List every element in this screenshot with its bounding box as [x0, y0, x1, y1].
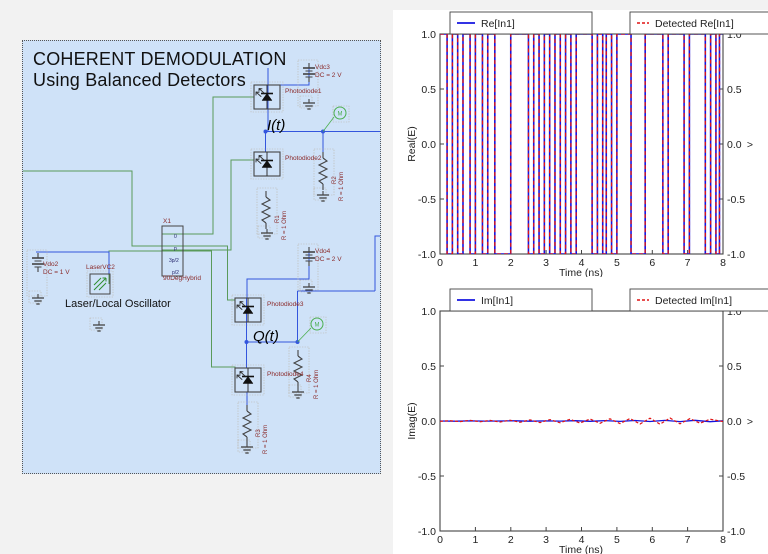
svg-text:Imag(E): Imag(E)	[406, 402, 418, 439]
svg-text:LaserVC2: LaserVC2	[86, 264, 115, 271]
svg-text:0.0: 0.0	[421, 139, 436, 151]
svg-text:Time (ns): Time (ns)	[559, 267, 603, 277]
svg-text:2: 2	[508, 534, 514, 546]
svg-text:Detected Im[In1]: Detected Im[In1]	[655, 295, 732, 307]
svg-text:Time (ns): Time (ns)	[559, 544, 603, 554]
svg-text:1: 1	[472, 257, 478, 269]
svg-text:DC = 2 V: DC = 2 V	[315, 256, 342, 263]
svg-text:-1.0: -1.0	[418, 249, 436, 261]
svg-text:Vdc3: Vdc3	[315, 64, 330, 71]
svg-text:0.5: 0.5	[727, 84, 742, 96]
svg-text:1: 1	[472, 534, 478, 546]
svg-text:0: 0	[437, 534, 443, 546]
svg-text:-0.5: -0.5	[418, 194, 436, 206]
svg-text:-1.0: -1.0	[727, 249, 745, 261]
svg-text:0.0: 0.0	[421, 416, 436, 428]
svg-text:-1.0: -1.0	[727, 526, 745, 538]
svg-text:DC = 1 V: DC = 1 V	[43, 269, 70, 276]
svg-text:0.0: 0.0	[727, 416, 742, 428]
svg-text:6: 6	[649, 257, 655, 269]
svg-text:0.5: 0.5	[727, 361, 742, 373]
svg-text:DC = 2 V: DC = 2 V	[315, 72, 342, 79]
svg-text:0: 0	[437, 257, 443, 269]
svg-text:3: 3	[543, 257, 549, 269]
svg-text:>: >	[747, 416, 753, 428]
svg-text:3p/2: 3p/2	[169, 258, 179, 264]
svg-text:R = 1 Ohm: R = 1 Ohm	[282, 211, 288, 240]
svg-text:R4: R4	[307, 374, 313, 382]
svg-text:7: 7	[685, 257, 691, 269]
svg-text:3: 3	[543, 534, 549, 546]
svg-text:X1: X1	[163, 218, 171, 225]
svg-text:-0.5: -0.5	[418, 471, 436, 483]
svg-text:Vdo2: Vdo2	[43, 261, 59, 268]
svg-text:p: p	[174, 246, 177, 252]
svg-text:-1.0: -1.0	[418, 526, 436, 538]
svg-text:1.0: 1.0	[421, 29, 436, 41]
svg-text:I(t): I(t)	[267, 117, 285, 134]
svg-text:Vdo4: Vdo4	[315, 248, 331, 255]
svg-text:Laser/Local Oscillator: Laser/Local Oscillator	[65, 298, 171, 310]
svg-text:6: 6	[649, 534, 655, 546]
svg-text:-0.5: -0.5	[727, 194, 745, 206]
svg-text:-0.5: -0.5	[727, 471, 745, 483]
svg-text:Q(t): Q(t)	[253, 328, 279, 345]
svg-text:R3: R3	[256, 429, 262, 437]
svg-text:Photodiode1: Photodiode1	[285, 88, 322, 95]
svg-text:90DegHybrid: 90DegHybrid	[163, 275, 201, 282]
svg-text:5: 5	[614, 534, 620, 546]
svg-text:5: 5	[614, 257, 620, 269]
svg-text:Photodiode4: Photodiode4	[267, 371, 304, 378]
svg-text:R2: R2	[332, 176, 338, 184]
svg-text:>: >	[747, 139, 753, 151]
svg-text:2: 2	[508, 257, 514, 269]
svg-text:R = 1 Ohm: R = 1 Ohm	[314, 370, 320, 399]
svg-text:7: 7	[685, 534, 691, 546]
svg-text:Re[In1]: Re[In1]	[481, 18, 515, 30]
svg-text:R = 1 Ohm: R = 1 Ohm	[263, 425, 269, 454]
svg-text:Im[In1]: Im[In1]	[481, 295, 513, 307]
svg-text:Detected Re[In1]: Detected Re[In1]	[655, 18, 734, 30]
svg-text:Photodiode3: Photodiode3	[267, 301, 304, 308]
svg-text:R1: R1	[275, 215, 281, 223]
svg-text:0.5: 0.5	[421, 84, 436, 96]
svg-text:R = 1 Ohm: R = 1 Ohm	[339, 172, 345, 201]
svg-text:8: 8	[720, 257, 726, 269]
svg-text:Photodiode2: Photodiode2	[285, 155, 322, 162]
svg-text:0.5: 0.5	[421, 361, 436, 373]
svg-text:0: 0	[174, 234, 177, 240]
svg-text:0.0: 0.0	[727, 139, 742, 151]
svg-text:1.0: 1.0	[421, 306, 436, 318]
svg-text:Real(E): Real(E)	[406, 126, 418, 162]
svg-text:8: 8	[720, 534, 726, 546]
